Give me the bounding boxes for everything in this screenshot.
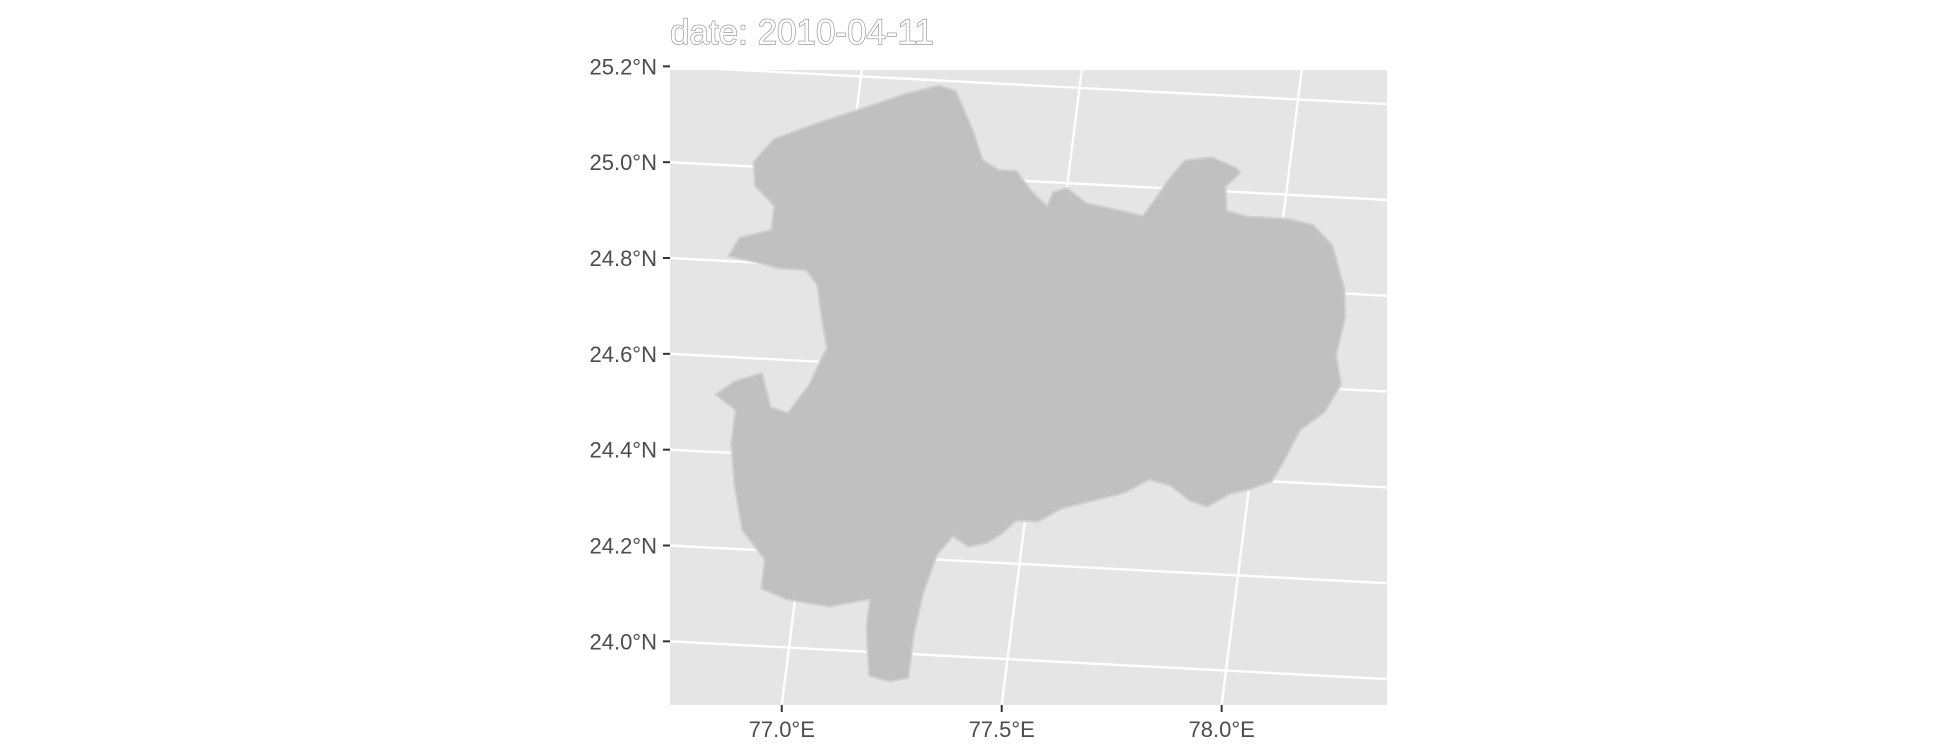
y-tick-label: 25.0°N (589, 150, 657, 175)
graticule-meridian (1421, 0, 1535, 756)
y-tick-label: 24.8°N (589, 246, 657, 271)
y-tick-label: 24.6°N (589, 342, 657, 367)
x-tick-label: 77.5°E (969, 717, 1035, 742)
region-polygon (714, 84, 1347, 683)
y-axis: 25.2°N 25.0°N 24.8°N 24.6°N 24.4°N 24.2°N 24.0… (589, 54, 670, 654)
y-tick-label: 24.2°N (589, 534, 657, 559)
chart-title: date: 2010-04-11 (670, 13, 934, 52)
x-axis: 77.0°E 77.5°E 78.0°E (749, 705, 1255, 742)
x-tick-label: 77.0°E (749, 717, 815, 742)
y-tick-label: 24.0°N (589, 629, 657, 654)
y-tick-label: 24.4°N (589, 438, 657, 463)
y-tick-label: 25.2°N (589, 54, 657, 79)
region-layer (714, 84, 1347, 683)
x-tick-label: 78.0°E (1189, 717, 1255, 742)
